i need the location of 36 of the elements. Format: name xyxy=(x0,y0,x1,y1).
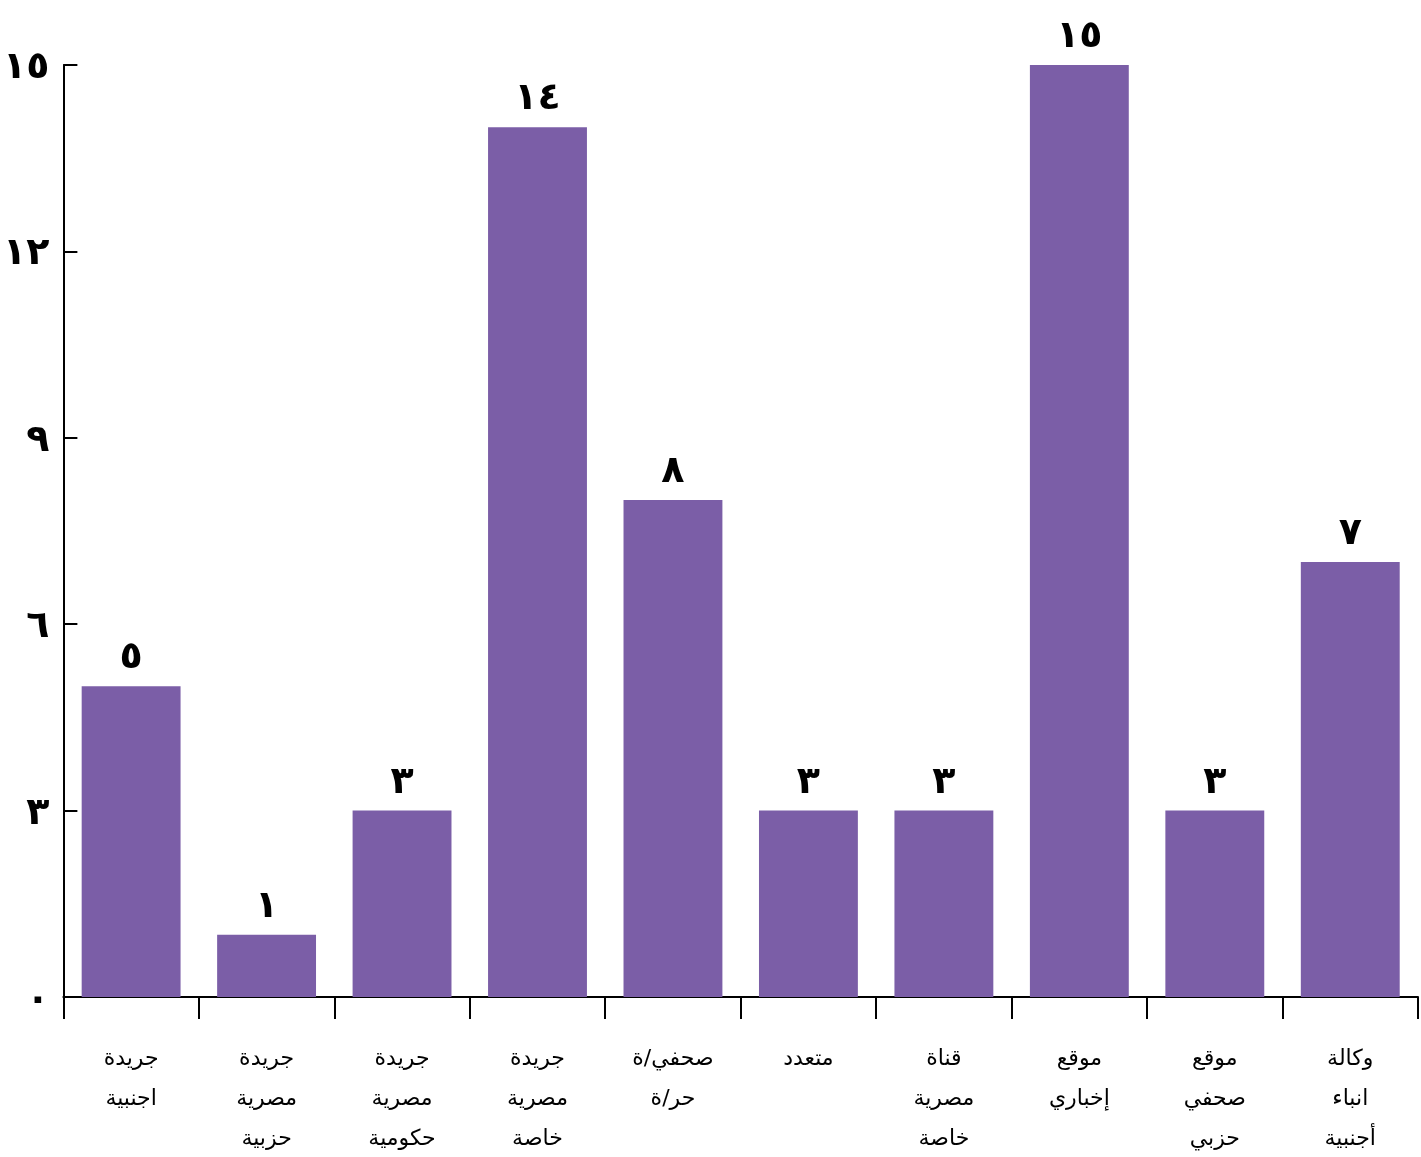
y-tick-label: ١٢ xyxy=(3,229,50,274)
bar xyxy=(894,810,994,997)
x-tick-label: جريدة مصرية حكومية xyxy=(368,1044,436,1150)
x-tick-label: جريدة مصرية خاصة xyxy=(507,1044,568,1150)
data-label: ٨ xyxy=(661,446,685,491)
y-tick-label: ٣ xyxy=(26,788,50,833)
data-label: ٣ xyxy=(932,757,956,802)
bar xyxy=(488,127,587,997)
x-tick-label: جريدة مصرية حزبية xyxy=(236,1044,298,1150)
data-label: ٥ xyxy=(119,633,143,678)
bar xyxy=(1165,810,1265,997)
bar xyxy=(1300,562,1400,997)
bar xyxy=(623,499,723,997)
data-label: ٣ xyxy=(390,757,414,802)
x-tick-label: متعدد xyxy=(783,1044,834,1070)
x-tick-label: موقع صحفي حزبي xyxy=(1183,1044,1246,1151)
data-label: ٧ xyxy=(1338,509,1362,554)
x-tick-label: صحفي/ة حر/ة xyxy=(632,1044,714,1110)
bar xyxy=(1029,65,1129,997)
x-tick-label: قناة مصرية خاصة xyxy=(913,1044,975,1150)
bar xyxy=(81,686,181,997)
x-tick-label: جريدة اجنبية xyxy=(103,1044,159,1110)
bar xyxy=(758,810,858,997)
data-label: ٣ xyxy=(1203,757,1227,802)
bar xyxy=(352,810,452,997)
x-tick-label: وكالة انباء أجنبية xyxy=(1324,1044,1376,1150)
y-tick-label: ١٥ xyxy=(3,43,50,87)
data-label: ٣ xyxy=(796,757,821,802)
data-label: ١٥ xyxy=(1056,12,1103,56)
y-tick-label: ٩ xyxy=(26,415,50,460)
y-tick-label: ٦ xyxy=(26,602,50,647)
x-tick-label: موقع إخباري xyxy=(1048,1044,1110,1111)
data-label: ١٤ xyxy=(514,74,561,119)
data-label: ١ xyxy=(254,881,279,926)
y-tick-label: ٠ xyxy=(26,975,50,1019)
bar xyxy=(217,934,317,997)
